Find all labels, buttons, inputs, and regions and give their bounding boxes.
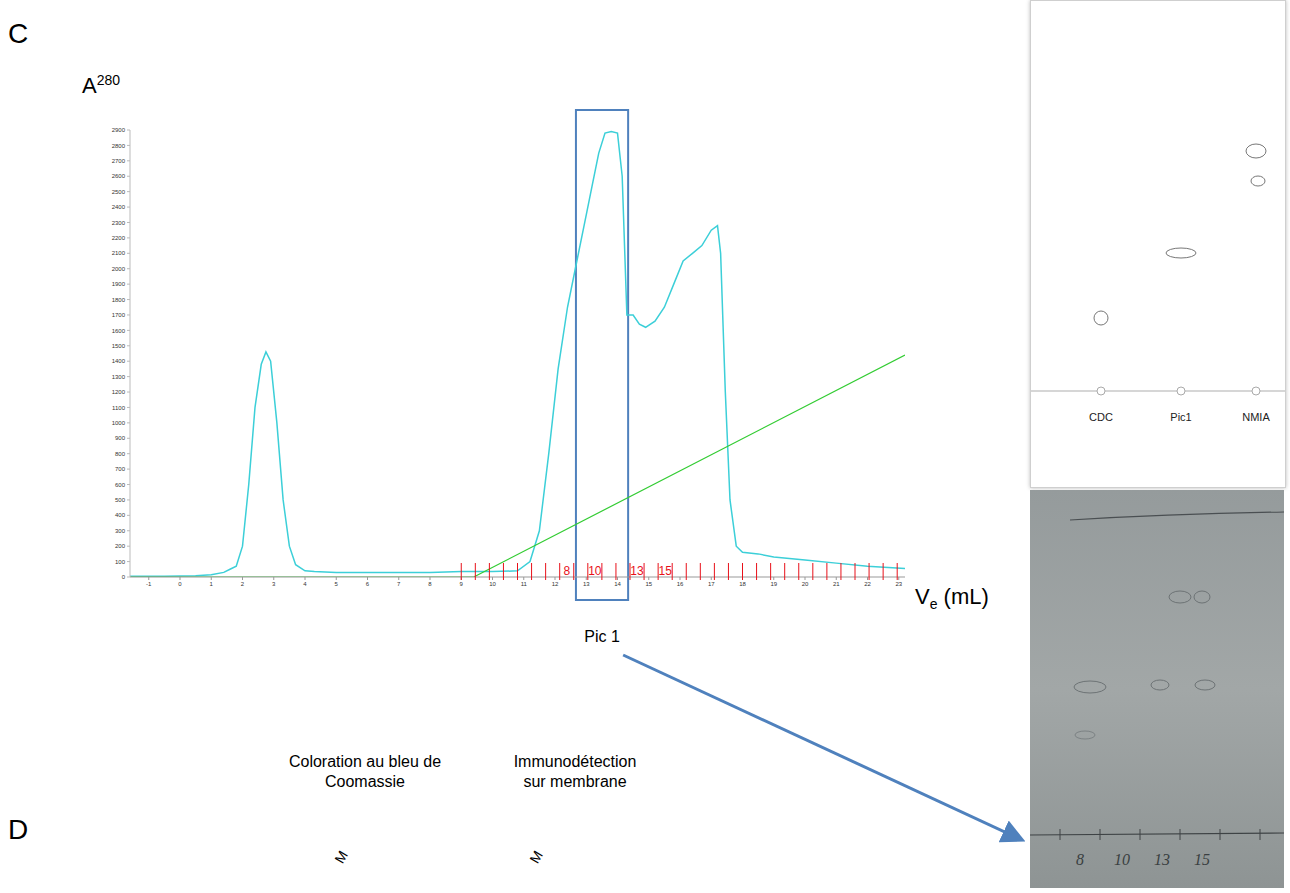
svg-text:17: 17 xyxy=(708,581,715,587)
svg-text:15: 15 xyxy=(658,564,672,578)
svg-text:CDC: CDC xyxy=(1089,411,1113,423)
svg-text:1300: 1300 xyxy=(112,374,126,380)
svg-text:2400: 2400 xyxy=(112,204,126,210)
svg-text:2000: 2000 xyxy=(112,266,126,272)
svg-text:800: 800 xyxy=(115,451,126,457)
svg-text:500: 500 xyxy=(115,497,126,503)
svg-text:9: 9 xyxy=(460,581,464,587)
svg-text:1700: 1700 xyxy=(112,312,126,318)
svg-text:8: 8 xyxy=(563,564,570,578)
svg-text:1600: 1600 xyxy=(112,328,126,334)
svg-text:8: 8 xyxy=(1076,851,1084,868)
svg-text:1000: 1000 xyxy=(112,420,126,426)
svg-text:2: 2 xyxy=(241,581,245,587)
svg-text:-1: -1 xyxy=(146,581,152,587)
svg-text:4: 4 xyxy=(303,581,307,587)
html-text:Ve(mL): Ve(mL) xyxy=(915,584,989,613)
svg-text:16: 16 xyxy=(677,581,684,587)
svg-text:300: 300 xyxy=(115,528,126,534)
svg-text:2200: 2200 xyxy=(112,235,126,241)
svg-text:23: 23 xyxy=(895,581,902,587)
svg-text:15: 15 xyxy=(1194,851,1210,868)
svg-text:1800: 1800 xyxy=(112,297,126,303)
svg-text:2800: 2800 xyxy=(112,143,126,149)
svg-text:15: 15 xyxy=(645,581,652,587)
svg-text:100: 100 xyxy=(115,559,126,565)
svg-text:10: 10 xyxy=(588,564,602,578)
svg-text:700: 700 xyxy=(115,466,126,472)
svg-text:8: 8 xyxy=(428,581,432,587)
svg-text:14: 14 xyxy=(614,581,621,587)
svg-text:NMIA: NMIA xyxy=(1242,411,1270,423)
html-text:C: C xyxy=(8,18,29,49)
svg-text:400: 400 xyxy=(115,512,126,518)
svg-text:10: 10 xyxy=(489,581,496,587)
svg-text:12: 12 xyxy=(552,581,559,587)
svg-text:1900: 1900 xyxy=(112,281,126,287)
svg-text:Pic 1: Pic 1 xyxy=(584,628,620,645)
svg-text:1: 1 xyxy=(210,581,214,587)
html-text:M: M xyxy=(331,847,351,866)
svg-text:18: 18 xyxy=(739,581,746,587)
html-text:Immunodétection sur membrane: Immunodétection sur membrane xyxy=(513,753,637,790)
svg-text:10: 10 xyxy=(1114,851,1130,868)
svg-text:1200: 1200 xyxy=(112,389,126,395)
svg-text:7: 7 xyxy=(397,581,401,587)
svg-text:900: 900 xyxy=(115,435,126,441)
svg-text:13: 13 xyxy=(630,564,644,578)
html-text:D: D xyxy=(8,814,29,845)
html-text:Coloration au bleu de Coomassi: Coloration au bleu de Coomassie xyxy=(288,753,441,790)
svg-text:20: 20 xyxy=(802,581,809,587)
svg-text:6: 6 xyxy=(366,581,370,587)
svg-text:3: 3 xyxy=(272,581,276,587)
svg-text:1100: 1100 xyxy=(112,405,126,411)
svg-text:0: 0 xyxy=(178,581,182,587)
svg-text:21: 21 xyxy=(833,581,840,587)
svg-text:2900: 2900 xyxy=(112,127,126,133)
html-text:A280: A280 xyxy=(82,72,120,99)
svg-text:5: 5 xyxy=(335,581,339,587)
svg-text:2100: 2100 xyxy=(112,250,126,256)
svg-text:19: 19 xyxy=(770,581,777,587)
html-text:M: M xyxy=(526,847,546,866)
svg-text:1500: 1500 xyxy=(112,343,126,349)
svg-text:2500: 2500 xyxy=(112,189,126,195)
svg-text:22: 22 xyxy=(864,581,871,587)
svg-text:600: 600 xyxy=(115,482,126,488)
svg-text:2300: 2300 xyxy=(112,220,126,226)
svg-text:2600: 2600 xyxy=(112,173,126,179)
svg-text:1400: 1400 xyxy=(112,358,126,364)
svg-text:Pic1: Pic1 xyxy=(1170,411,1191,423)
svg-text:13: 13 xyxy=(583,581,590,587)
svg-text:0: 0 xyxy=(122,574,126,580)
svg-text:2700: 2700 xyxy=(112,158,126,164)
svg-text:11: 11 xyxy=(521,581,528,587)
svg-text:13: 13 xyxy=(1154,851,1170,868)
svg-text:200: 200 xyxy=(115,543,126,549)
